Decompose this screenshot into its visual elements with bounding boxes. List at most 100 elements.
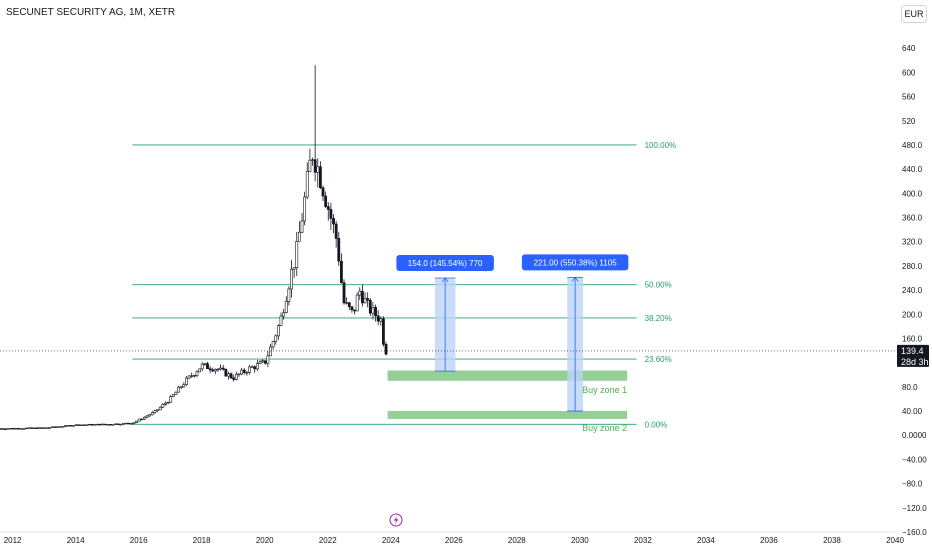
candle xyxy=(140,418,144,421)
fib-level-label: 100.00% xyxy=(645,141,677,150)
candle xyxy=(177,385,180,393)
x-tick-label: 2034 xyxy=(697,536,715,545)
candle xyxy=(350,306,354,313)
candle xyxy=(200,362,204,372)
candle xyxy=(311,157,314,166)
candle xyxy=(313,65,317,182)
candle xyxy=(56,426,60,428)
y-tick-label: 520 xyxy=(902,117,916,126)
candle xyxy=(16,427,20,430)
y-tick-label: 640 xyxy=(902,44,916,53)
arrow-up-icon xyxy=(571,276,579,282)
buy-zone-rect[interactable] xyxy=(387,370,628,381)
x-tick-label: 2028 xyxy=(508,536,526,545)
y-tick-label: −160.0 xyxy=(902,528,927,537)
candle xyxy=(242,367,246,375)
y-tick-label: 280.0 xyxy=(902,262,923,271)
candle xyxy=(318,161,322,190)
fibonacci-retracement[interactable]: 100.00% 50.00% 38.20% 23.60% 0.00% xyxy=(132,141,676,429)
candle xyxy=(106,424,110,426)
x-tick-label: 2014 xyxy=(67,536,85,545)
y-tick-label: −120.0 xyxy=(902,504,927,513)
candle xyxy=(40,427,44,429)
candle xyxy=(93,423,96,426)
buy-zones[interactable]: Buy zone 1 Buy zone 2 xyxy=(387,370,628,433)
candle xyxy=(303,191,307,226)
candle xyxy=(143,416,146,420)
candle xyxy=(340,253,343,284)
buy-zone-rect[interactable] xyxy=(387,411,628,419)
candle xyxy=(169,395,173,403)
candle xyxy=(198,368,201,373)
x-tick-label: 2032 xyxy=(634,536,652,545)
candle xyxy=(74,424,78,427)
candle xyxy=(308,148,312,172)
candle xyxy=(229,372,233,380)
y-tick-label: 400.0 xyxy=(902,189,923,198)
candle xyxy=(245,370,249,376)
chart-title: SECUNET SECURITY AG, 1M, XETR xyxy=(6,7,176,18)
currency-button[interactable]: EUR xyxy=(901,5,927,23)
candle xyxy=(132,422,136,425)
candle xyxy=(127,422,131,425)
y-tick-label: 360.0 xyxy=(902,214,923,223)
x-tick-label: 2040 xyxy=(886,536,904,545)
candle xyxy=(269,344,272,357)
x-tick-label: 2036 xyxy=(760,536,778,545)
last-price-tag: 139.4 28d 3h xyxy=(897,344,929,367)
candle xyxy=(114,423,117,425)
candle xyxy=(358,287,362,300)
candle xyxy=(376,310,380,326)
candle xyxy=(135,420,138,424)
candle xyxy=(305,162,309,200)
candle xyxy=(53,426,57,428)
y-axis-ticks[interactable]: 640 600 560 520 480.0 440.0 400.0 360.0 320.0 280… xyxy=(902,44,927,537)
candle xyxy=(353,309,356,315)
candle xyxy=(213,368,217,374)
x-tick-label: 2038 xyxy=(823,536,841,545)
measure-label: 221.00 (550.38%) 1105 xyxy=(534,258,618,267)
candlestick-series xyxy=(0,65,388,430)
candle xyxy=(295,231,299,276)
y-tick-label: 600 xyxy=(902,68,916,77)
candle xyxy=(32,427,36,429)
candle xyxy=(300,212,304,234)
candle xyxy=(72,425,75,427)
candle xyxy=(342,279,346,305)
candle xyxy=(282,308,286,320)
fib-level-label: 23.60% xyxy=(645,355,672,364)
candle xyxy=(337,231,341,266)
candle xyxy=(22,428,26,430)
candle xyxy=(297,221,301,242)
fib-level-label: 38.20% xyxy=(645,314,672,323)
candle xyxy=(124,422,128,425)
candle xyxy=(253,365,257,373)
x-tick-label: 2024 xyxy=(382,536,400,545)
candle xyxy=(166,401,170,405)
earnings-event-marker[interactable] xyxy=(389,513,403,527)
candle xyxy=(203,363,207,366)
x-tick-label: 2026 xyxy=(445,536,463,545)
candle xyxy=(332,213,335,234)
candle xyxy=(179,386,183,390)
candle xyxy=(82,424,86,426)
candle xyxy=(374,304,377,322)
bar-countdown: 28d 3h xyxy=(901,357,929,367)
candle xyxy=(187,375,191,380)
fib-level-label: 50.00% xyxy=(645,281,672,290)
candle xyxy=(279,312,283,327)
candle xyxy=(43,427,47,429)
candle xyxy=(224,368,228,377)
price-range-measures[interactable]: 154.0 (145.54%) 770 221.00 (550.38%) 1105 xyxy=(396,254,629,412)
candle xyxy=(216,368,220,372)
y-tick-label: −40.00 xyxy=(902,455,927,464)
candle xyxy=(182,382,186,388)
candle xyxy=(329,202,333,231)
candle xyxy=(95,423,99,426)
candle xyxy=(384,341,388,356)
candle xyxy=(98,423,102,426)
candle xyxy=(368,297,372,317)
candle xyxy=(6,428,10,430)
candle xyxy=(148,414,152,417)
